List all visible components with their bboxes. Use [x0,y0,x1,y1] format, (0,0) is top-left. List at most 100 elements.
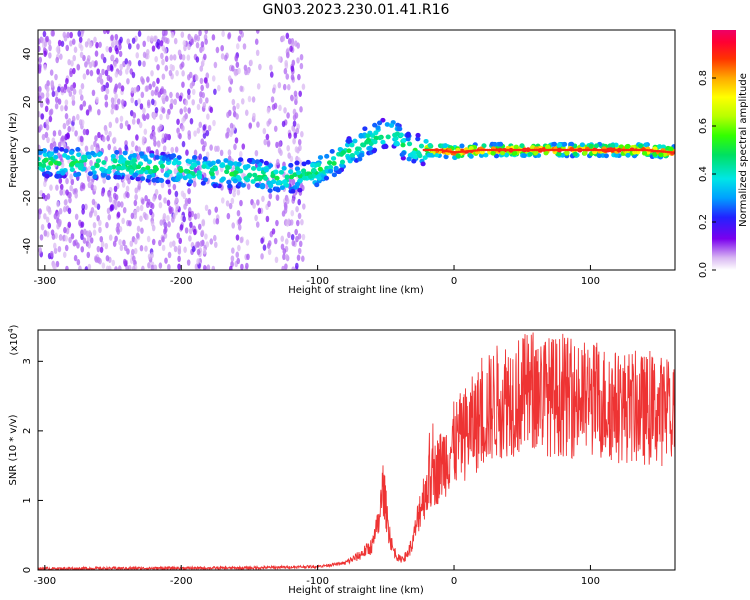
spectrogram-cell [270,96,275,103]
spectrogram-cell [135,85,140,93]
spectrogram-cell [55,260,60,268]
spectrogram-cell [131,118,136,125]
spectrogram-cell [282,83,287,91]
spectrogram-cell [47,208,52,215]
spectrogram-cell [181,81,185,88]
y-multiplier-label: (x104) [7,324,20,355]
spectrogram-cell [236,189,241,196]
spectrogram-cell [77,30,82,37]
spectrogram-cell [244,109,249,116]
spectrogram-cell [113,85,118,93]
spectrogram-cell [116,228,121,235]
spectrogram-cell [62,142,67,150]
spectrogram-cell [373,130,379,136]
spectrogram-cell [277,147,282,154]
spectrogram-cell [143,128,148,135]
spectrogram-cell [139,245,144,252]
spectrogram-cell [362,126,368,132]
spectrogram-cell [127,124,131,131]
spectrogram-cell [555,148,559,152]
spectrogram-cell [82,73,87,80]
spectrogram-cell [219,149,224,157]
spectrogram-cell [273,237,278,245]
spectrogram-cell [110,54,115,61]
spectrogram-cell [181,140,186,148]
spectrogram-cell [256,121,260,128]
spectrogram-cell [48,160,54,166]
spectrogram-cell [248,122,253,129]
spectrogram-cell [336,169,342,175]
spectrogram-cell [388,123,395,128]
spectrogram-cell [301,83,306,90]
spectrogram-cell [132,112,137,119]
spectrogram-cell [492,141,498,147]
spectrogram-cell [57,220,62,228]
spectrogram-cell [658,152,664,158]
spectrogram-cell [205,97,209,104]
spectrogram-cell [265,215,270,223]
spectrogram-cell [327,168,334,174]
spectrogram-cell [38,67,42,74]
spectrogram-cell [112,240,117,247]
spectrogram-cell [151,224,156,232]
spectrogram-cell [260,253,264,260]
spectrogram-cell [124,58,129,65]
spectrogram-cell [289,219,294,226]
spectrogram-cell [105,82,110,89]
spectrogram-cell [120,99,125,106]
spectrogram-cell [158,239,162,247]
bottom-x-ticks: -300 -200 -100 0 100 [33,565,600,587]
spectrogram-cell [191,88,196,96]
spectrogram-cell [242,43,247,50]
spectrogram-cell [84,145,89,152]
spectrogram-cell [649,149,653,152]
spectrogram-cell [549,148,553,152]
spectrogram-cell [381,144,387,150]
spectrogram-cell [213,61,218,69]
spectrogram-cell [121,158,127,163]
spectrogram-cell [327,164,334,170]
spectrogram-cell [104,128,109,136]
spectrogram-cell [276,179,282,185]
spectrogram-cell [38,56,43,64]
spectrogram-cell [187,88,191,95]
spectrogram-cell [608,148,612,152]
top-x-ticks: -300 -200 -100 0 100 [33,265,600,287]
spectrogram-cell [224,169,230,175]
spectrogram-cell [427,143,433,148]
spectrogram-cell [298,90,302,97]
spectrogram-cell [46,136,50,144]
spectrogram-cell [206,113,210,120]
top-x-tick-label: -100 [306,276,329,287]
spectrogram-cell [557,148,561,152]
spectrogram-cell [278,104,282,112]
spectrogram-cell [53,154,59,160]
spectrogram-cell [109,65,114,72]
spectrogram-cell [196,170,202,176]
spectrogram-cell [74,130,78,137]
spectrogram-cell [107,143,112,151]
spectrogram-cell [181,70,185,77]
spectrogram-cell [96,68,100,75]
spectrogram-cell [139,215,143,222]
spectrogram-cell [510,148,514,152]
spectrogram-cell [672,151,675,154]
spectrogram-cell [423,138,429,144]
spectrogram-cell [254,38,259,45]
spectrogram-cell [156,38,161,46]
spectrogram-cell [295,170,302,176]
spectrogram-cell [183,203,187,210]
spectrogram-cell [185,149,189,156]
spectrogram-cell [204,38,208,45]
spectrogram-cell [619,148,622,152]
spectrogram-cell [159,163,166,169]
spectrogram-cell [314,182,320,188]
spectrogram-cell [193,228,197,236]
spectrogram-cell [508,148,512,152]
spectrogram-cell [116,98,121,105]
spectrogram-cell [200,84,204,92]
spectrogram-cell [233,69,238,77]
spectrogram-cell [130,87,135,94]
spectrogram-cell [455,150,459,154]
spectrogram-cell [256,83,261,90]
